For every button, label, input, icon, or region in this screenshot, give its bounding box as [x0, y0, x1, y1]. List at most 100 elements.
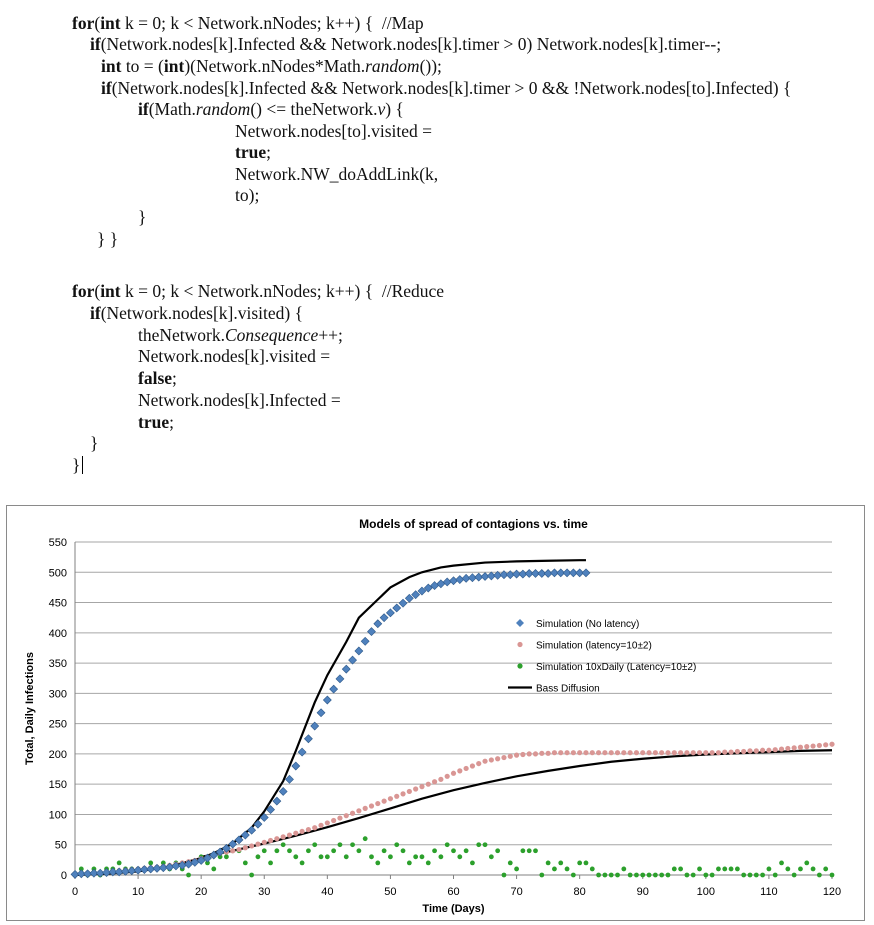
daily-point — [823, 866, 829, 872]
latency-point — [337, 815, 343, 821]
no-latency-point — [285, 774, 294, 784]
daily-point — [533, 848, 538, 854]
no-latency-point — [89, 868, 99, 878]
code-text: )(Network.nNodes*Math. — [184, 56, 366, 76]
latency-point — [545, 750, 551, 756]
latency-point — [646, 750, 652, 756]
daily-point — [495, 848, 501, 854]
no-latency-point — [348, 655, 357, 665]
no-latency-point — [455, 575, 465, 584]
daily-point — [716, 866, 721, 872]
bass-diffusion-line — [200, 749, 833, 858]
no-latency-point — [367, 627, 376, 637]
latency-point — [236, 846, 242, 853]
daily-point — [753, 872, 759, 878]
daily-point — [470, 860, 475, 866]
latency-point — [406, 788, 412, 795]
daily-point — [350, 842, 355, 848]
daily-point — [766, 866, 772, 872]
no-latency-point — [209, 850, 219, 860]
no-latency-point — [303, 734, 313, 744]
code-line: if(Network.nodes[k].visited) { — [90, 303, 303, 323]
latency-point — [791, 745, 797, 751]
latency-point — [431, 779, 438, 785]
legend-label: Simulation (latency=10±2) — [536, 641, 652, 652]
no-latency-point — [575, 568, 585, 578]
keyword: for — [72, 13, 95, 33]
daily-point — [312, 842, 318, 848]
daily-point — [381, 848, 387, 854]
daily-point — [287, 848, 292, 854]
latency-point — [741, 748, 747, 755]
code-line: } — [72, 455, 84, 475]
code-line: for(int k = 0; k < Network.nNodes; k++) … — [72, 13, 424, 33]
no-latency-point — [278, 787, 288, 796]
no-latency-point — [385, 608, 395, 618]
daily-point — [734, 866, 740, 872]
latency-point — [652, 750, 658, 756]
no-latency-point — [108, 867, 118, 877]
latency-point — [577, 750, 583, 756]
no-latency-point — [196, 856, 206, 865]
latency-point — [797, 744, 804, 750]
daily-point — [760, 872, 766, 878]
daily-point — [268, 860, 273, 866]
legend-marker — [517, 641, 523, 648]
latency-point — [684, 750, 690, 756]
code-text: ; — [266, 142, 271, 162]
code-line: to); — [235, 185, 260, 205]
contagion-chart: 0 50 100 150 200 250 300 350 400 450 500 550 0 10 20 30… — [24, 517, 841, 915]
no-latency-point — [524, 569, 534, 578]
daily-point — [621, 866, 627, 872]
latency-point — [520, 751, 526, 758]
daily-point — [280, 842, 286, 848]
code-line: for(int k = 0; k < Network.nNodes; k++) … — [72, 281, 444, 301]
latency-point — [375, 800, 381, 807]
keyword: int — [100, 281, 121, 301]
no-latency-point — [228, 839, 238, 849]
code-line: } — [138, 207, 147, 227]
daily-point — [331, 848, 337, 854]
code-italic: random — [365, 56, 420, 76]
daily-point — [520, 848, 526, 854]
no-latency-point — [329, 684, 339, 694]
daily-point — [772, 872, 778, 878]
x-tick-label: 20 — [195, 886, 207, 898]
latency-point — [678, 750, 684, 756]
latency-point — [602, 750, 608, 756]
keyword: int — [101, 56, 122, 76]
no-latency-point — [234, 835, 244, 845]
no-latency-point — [310, 721, 320, 731]
latency-point — [785, 745, 791, 752]
keyword: int — [163, 56, 185, 76]
legend-label: Simulation 10xDaily (Latency=10±2) — [536, 662, 696, 673]
latency-point — [356, 808, 362, 814]
daily-point — [741, 872, 747, 878]
latency-point — [280, 834, 286, 840]
daily-point — [488, 854, 494, 860]
daily-point — [261, 848, 267, 854]
latency-point — [627, 750, 633, 756]
daily-point — [388, 854, 393, 860]
y-tick-label: 200 — [49, 749, 67, 761]
daily-point — [375, 860, 381, 866]
daily-point — [602, 872, 608, 878]
code-text: } — [72, 455, 81, 475]
latency-point — [728, 749, 734, 755]
code-line: if(Network.nodes[k].Infected && Network.… — [101, 78, 791, 98]
no-latency-point — [322, 695, 332, 705]
daily-point — [356, 848, 362, 854]
keyword: false — [138, 368, 173, 388]
code-text: k = 0; k < Network.nNodes; k++) { //Map — [120, 13, 424, 33]
daily-point — [482, 842, 488, 848]
daily-point — [148, 860, 154, 866]
daily-point — [779, 860, 784, 866]
latency-point — [305, 826, 312, 833]
keyword: if — [101, 78, 112, 98]
no-latency-point — [398, 598, 408, 608]
y-tick-label: 350 — [49, 658, 67, 670]
no-latency-point — [423, 583, 433, 593]
latency-point — [286, 832, 293, 838]
daily-point — [400, 848, 406, 854]
y-tick-label: 450 — [49, 598, 67, 610]
